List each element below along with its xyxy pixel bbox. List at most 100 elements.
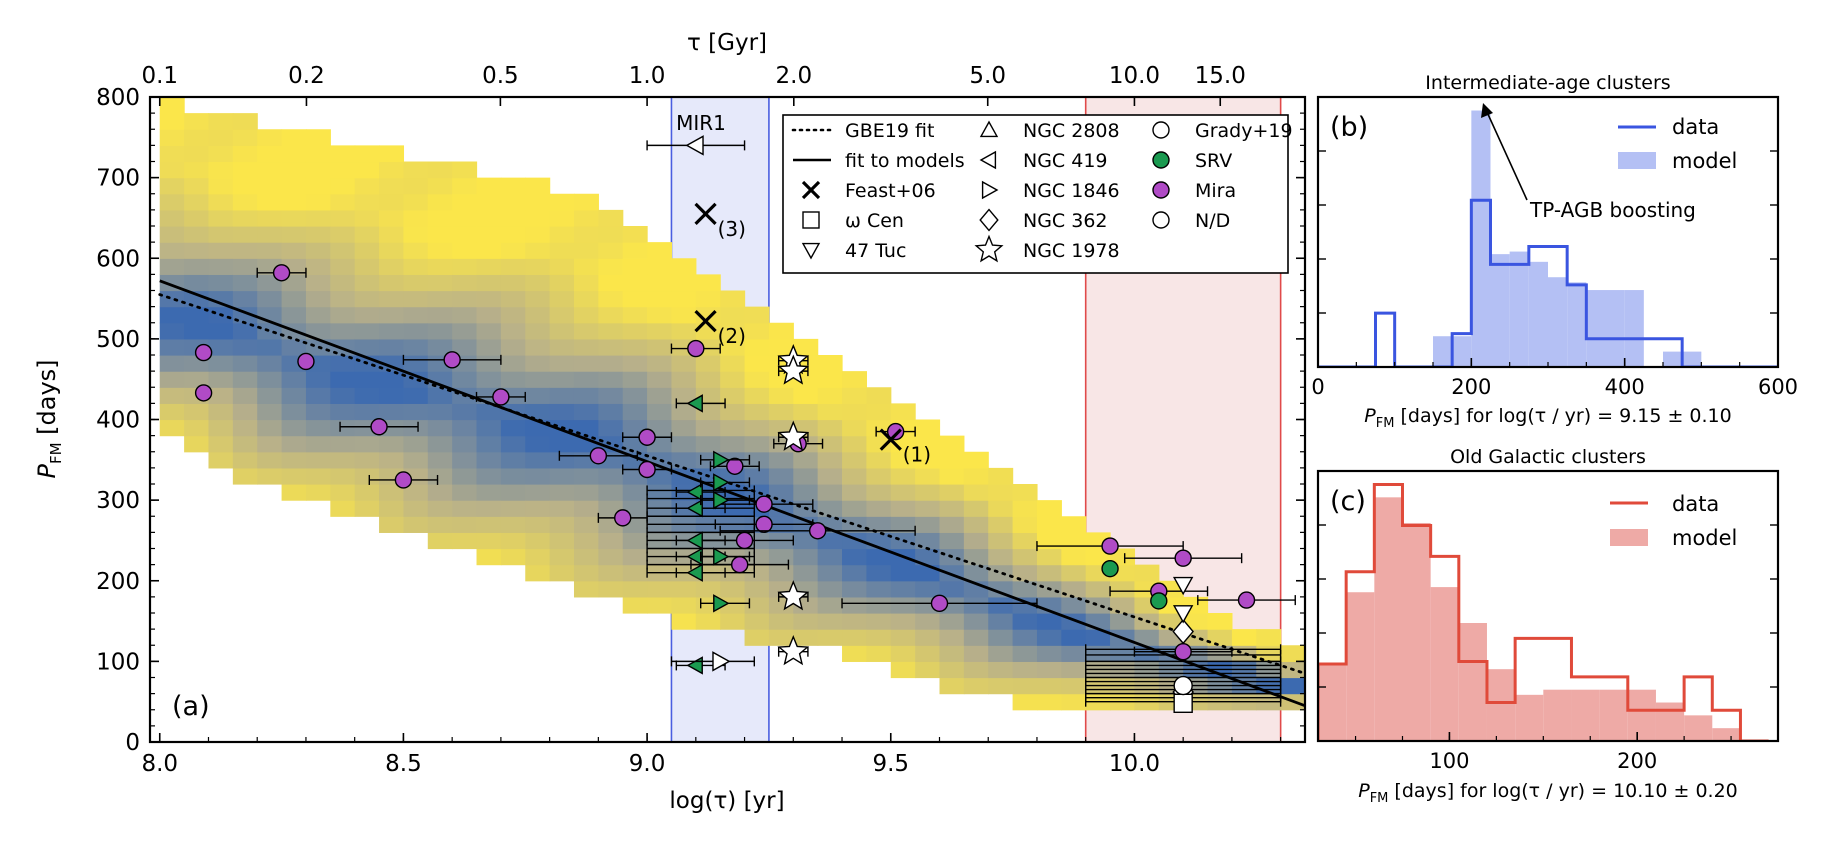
density-cell (281, 145, 307, 163)
density-cell (281, 387, 307, 404)
density-cell (305, 306, 331, 324)
density-cell (1183, 613, 1209, 630)
legend-label: ω Cen (845, 210, 904, 232)
density-cell (500, 322, 526, 340)
density-cell (768, 403, 794, 421)
density-cell (305, 145, 331, 163)
density-cell (549, 338, 575, 356)
density-cell (842, 484, 867, 501)
legend-x-icon (801, 180, 821, 200)
density-cell (330, 387, 356, 404)
density-cell (1085, 629, 1111, 646)
density-cell (598, 419, 624, 437)
density-cell (549, 274, 575, 292)
density-cell (598, 532, 624, 550)
density-cell (525, 338, 551, 356)
density-cell (890, 484, 916, 501)
density-cell (208, 403, 234, 421)
density-cell (573, 193, 599, 211)
density-cell (257, 355, 283, 372)
density-cell (988, 629, 1014, 646)
annotation-text: TP-AGB boosting (1529, 198, 1696, 222)
density-cell (768, 629, 794, 646)
x-axis-label-a: log(τ) [yr] (669, 788, 784, 814)
density-cell (379, 403, 405, 421)
srv-point (686, 394, 703, 413)
density-cell (232, 226, 258, 243)
density-cell (1036, 532, 1062, 550)
model-bar (1712, 728, 1741, 741)
density-cell (988, 596, 1014, 614)
density-cell (573, 548, 599, 566)
top-tick-label: 0.1 (141, 63, 178, 89)
x-tick-label: 9.0 (629, 751, 666, 777)
density-cell (354, 467, 380, 485)
mira-point (730, 555, 749, 574)
density-cell (330, 322, 356, 340)
density-cell (842, 403, 867, 421)
density-cell (817, 500, 843, 517)
density-cell (744, 371, 770, 388)
legend-item: Feast+06 (801, 180, 936, 202)
legend-item: NGC 1846 (981, 180, 1120, 202)
density-cell (305, 274, 331, 292)
density-cell (403, 419, 429, 437)
density-cell (330, 435, 356, 453)
density-cell (184, 129, 210, 146)
density-cell (549, 306, 575, 324)
model-bar (1684, 715, 1713, 741)
density-cell (354, 290, 380, 308)
density-cell (988, 580, 1014, 598)
density-cell (549, 322, 575, 340)
density-cell (939, 645, 965, 662)
density-cell (257, 226, 283, 243)
feast-label: (2) (718, 324, 746, 348)
y-tick-label: 500 (96, 327, 140, 353)
density-cell (744, 403, 770, 421)
mira-point (930, 594, 949, 613)
density-cell (305, 129, 331, 146)
density-cell (354, 258, 380, 275)
density-cell (232, 258, 258, 275)
density-cell (1110, 596, 1136, 614)
density-cell (1036, 645, 1062, 662)
density-cell (452, 403, 478, 421)
density-cell (1085, 645, 1111, 662)
density-cell (281, 403, 307, 421)
density-cell (817, 371, 843, 388)
srv-point (713, 490, 730, 510)
density-cell (354, 242, 380, 259)
density-cell (720, 322, 746, 340)
density-cell (208, 338, 234, 356)
density-cell (330, 242, 356, 259)
white-point-triangle-right (712, 651, 731, 672)
density-cell (598, 564, 624, 582)
density-cell (208, 451, 234, 469)
density-cell (671, 580, 697, 598)
density-cell (573, 516, 599, 533)
density-cell (598, 355, 624, 372)
density-cell (647, 484, 673, 501)
density-cell (963, 613, 989, 630)
density-cell (866, 403, 892, 421)
density-cell (671, 403, 697, 421)
density-cell (744, 322, 770, 340)
density-cell (866, 580, 892, 598)
density-cell (793, 484, 819, 501)
white-point-star (777, 420, 810, 451)
density-cell (744, 338, 770, 356)
density-cell (379, 177, 405, 195)
y-axis-label-a: PFM [days] (33, 359, 65, 478)
density-cell (622, 532, 648, 550)
density-cell (622, 548, 648, 566)
mira-point (1237, 591, 1256, 609)
density-cell (939, 435, 965, 453)
density-cell (598, 226, 624, 243)
density-cell (379, 484, 405, 501)
density-cell (184, 290, 210, 308)
mira-point (755, 495, 773, 513)
density-cell (427, 516, 453, 533)
density-cell (647, 596, 673, 614)
density-cell (452, 177, 478, 195)
